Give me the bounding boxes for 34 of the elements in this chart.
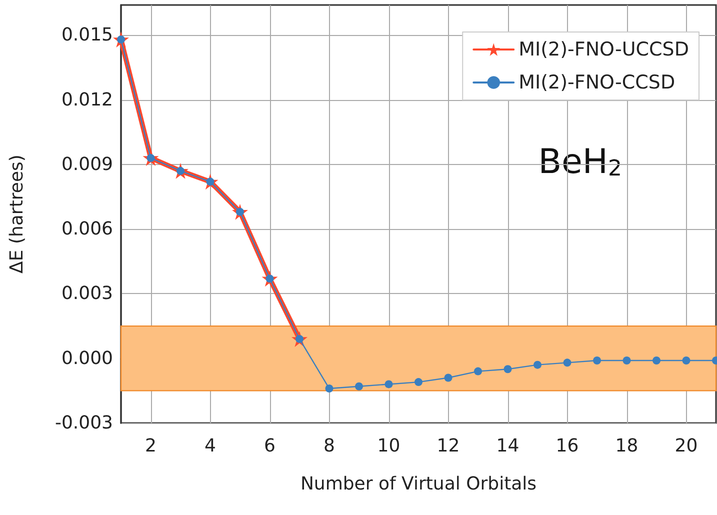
y-tick-label: 0.000	[61, 348, 113, 369]
y-axis-title: ΔE (hartrees)	[6, 154, 28, 274]
y-tick-label: -0.003	[54, 412, 113, 434]
x-tick-label: 8	[324, 436, 335, 456]
x-tick-label: 16	[556, 436, 579, 456]
x-tick-label: 10	[377, 436, 400, 456]
point	[444, 374, 452, 382]
x-tick-label: 20	[674, 436, 698, 456]
point	[474, 367, 482, 376]
y-tick-label: 0.015	[61, 24, 113, 46]
legend-label: MI(2)-FNO-CCSD	[518, 72, 676, 94]
point	[563, 358, 572, 367]
point	[652, 356, 660, 365]
x-tick-label: 12	[436, 436, 460, 456]
legend-label: MI(2)-FNO-UCCSD	[518, 38, 690, 60]
point	[593, 356, 601, 365]
point	[504, 365, 512, 374]
y-tick-label: 0.009	[61, 154, 113, 175]
y-tick-label: 0.012	[61, 89, 113, 110]
x-tick-label: 6	[264, 436, 276, 456]
y-tick-label: 0.006	[61, 218, 113, 240]
x-tick-label: 4	[204, 436, 216, 456]
point	[355, 382, 363, 390]
point	[682, 356, 690, 365]
point	[414, 378, 422, 386]
x-tick-label: 2	[145, 436, 156, 456]
point	[534, 360, 542, 369]
point	[325, 384, 334, 393]
point	[622, 356, 631, 365]
x-axis-title: Number of Virtual Orbitals	[300, 474, 537, 494]
point	[384, 380, 393, 388]
x-tick-label: 14	[496, 436, 520, 456]
y-tick-label: 0.003	[61, 283, 113, 304]
x-tick-label: 18	[615, 436, 638, 456]
